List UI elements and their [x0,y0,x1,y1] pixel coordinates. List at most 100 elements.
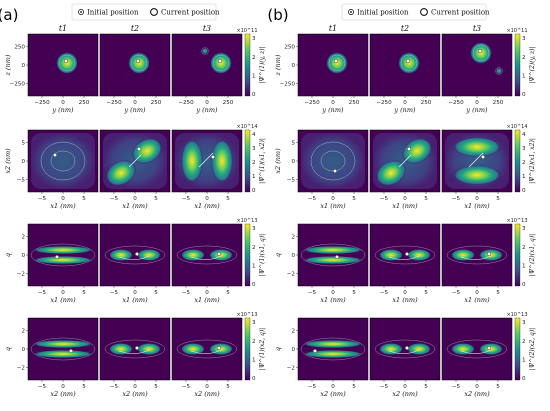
y-tick-label: 5 [21,140,25,146]
x-axis-label: y (nm) [123,106,146,114]
x-tick-label: 5 [352,196,356,202]
x-tick-label: 250 [493,100,504,106]
x-tick-label: 0 [133,100,137,106]
contour-line [104,245,166,265]
density-blob [379,249,403,261]
colorbar-tick-label: 0 [252,376,256,382]
current-position-symbol [420,8,428,16]
figure-half: (a) Initial position Current position t1 t2 t… [0,3,266,398]
x-tick-label: 5 [226,290,230,296]
heatmap-panel: −5 0 5 x1 (nm) [99,223,171,304]
x-tick-label: 0 [403,384,407,390]
colorbar [514,317,521,381]
x-tick-label: 0 [133,196,137,202]
y-tick-label: −5 [17,178,26,184]
colorbar-exponent: ×10^14 [236,124,257,130]
colorbar-exponent: ×10^14 [506,124,527,130]
density-lobe [211,139,233,183]
contour-line [30,243,96,267]
current-position-marker [68,349,73,354]
y-tick-label: 0 [291,253,295,259]
contour-line [300,243,366,267]
x-axis-label: y (nm) [51,106,74,114]
x-tick-label: 0 [475,384,479,390]
colorbar [244,223,251,287]
x-tick-label: 5 [424,290,428,296]
trajectory-line [118,255,150,260]
density-band [303,350,363,358]
y-tick-label: −250 [280,82,296,88]
heatmap-panel: −250 0 250 y (nm) [171,33,243,114]
contour-line [176,339,238,359]
colorbar-exponent: ×10^11 [236,28,257,34]
heatmap-panel: −250 0 250 y (nm) [99,33,171,114]
density-blob [109,249,133,261]
colorbar-tick-label: 3 [252,320,256,326]
y-tick-label: 0 [21,63,25,69]
y-tick-label: −2 [17,272,25,278]
colorbar-tick-label: 3 [252,36,256,42]
density-blob [201,47,209,55]
colorbar-exponent: ×10^13 [506,218,527,224]
x-tick-label: 5 [496,384,500,390]
x-tick-label: 0 [61,100,65,106]
x-tick-label: 0 [331,196,335,202]
heatmap-panel: −5 0 5 2 0 −2 q x1 (nm) [274,223,369,304]
heatmap-panel: −250 0 250 250 0 −250 z (nm) y (nm) [4,33,99,114]
x-tick-label: 5 [496,290,500,296]
y-tick-label: −2 [287,272,295,278]
heatmap-panel: −5 0 5 x1 (nm) [171,129,243,210]
density-band [303,340,363,348]
y-axis-label: x2 (nm) [274,148,282,174]
colorbar-tick-label: 0 [522,282,526,288]
contour-line [50,150,76,172]
density-band [303,246,363,254]
x-axis-label: x1 (nm) [320,202,346,210]
contour-line [30,337,96,361]
y-axis-label: q [4,253,12,257]
contour-line [374,339,436,359]
x-tick-label: −5 [182,384,191,390]
x-tick-label: 0 [205,196,209,202]
x-tick-label: −5 [452,196,461,202]
legend-initial-label: Initial position [357,9,409,17]
colorbar-label: |Ψ^(1)(y, z)| [259,46,266,83]
y-tick-label: 0 [21,253,25,259]
colorbar-tick-label: 1 [252,263,256,269]
heatmap-panel: −5 0 5 x2 (nm) [99,317,171,398]
contour-line [58,54,76,72]
x-tick-label: −5 [38,384,47,390]
trajectory-line [388,255,420,260]
x-axis-label: x2 (nm) [194,390,220,398]
colorbar-tick-label: 0 [252,282,256,288]
density-lobe [453,137,501,157]
y-tick-label: 2 [21,234,25,240]
density-blob [407,249,431,261]
contour-line [446,339,508,359]
time-title: t1 [329,24,337,33]
initial-position-symbol-dot [350,11,352,13]
panel-background [28,224,98,286]
current-position-marker [217,59,222,64]
x-axis-label: x2 (nm) [50,390,76,398]
x-tick-label: 0 [475,290,479,296]
colorbar-label: |Ψ^(2)(x1, q)| [529,234,536,276]
trajectory-line [388,349,420,354]
legend-box [341,3,487,21]
x-tick-label: −5 [308,290,317,296]
x-tick-label: −5 [452,384,461,390]
colorbar-exponent: ×10^11 [506,28,527,34]
y-tick-label: 0 [291,347,295,353]
y-tick-label: 250 [14,44,25,50]
contour-line [176,245,238,265]
density-blob [495,67,503,75]
current-position-marker [134,251,139,256]
y-tick-label: 0 [21,159,25,165]
colorbar-tick-label: 1 [522,174,526,180]
colorbar-label: |Ψ^(2)(x2, q)| [529,328,536,370]
current-position-marker [210,154,215,159]
heatmap-panel: −5 0 5 x1 (nm) [171,223,243,304]
density-blob [326,52,348,74]
x-axis-label: x1 (nm) [320,296,346,304]
y-axis-label: x2 (nm) [4,148,12,174]
